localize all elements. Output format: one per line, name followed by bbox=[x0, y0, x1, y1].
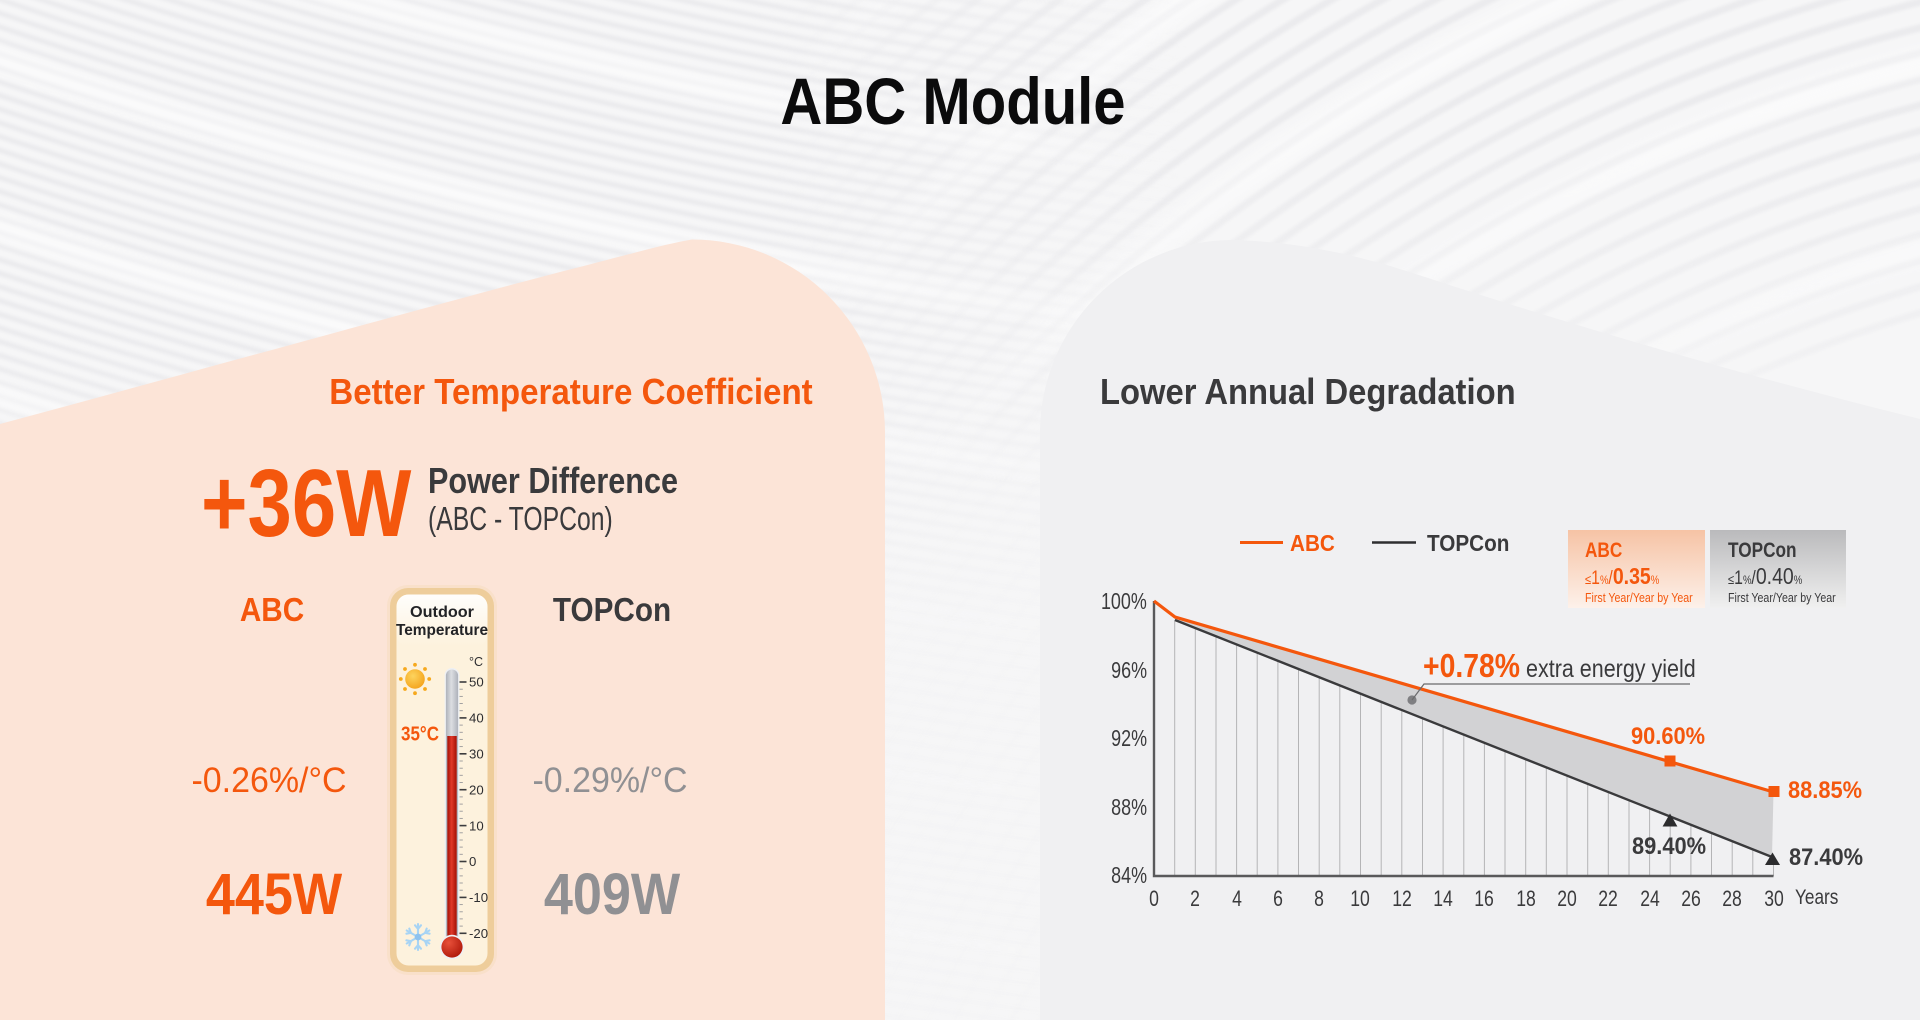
svg-text:-10: -10 bbox=[469, 890, 488, 905]
svg-text:Outdoor: Outdoor bbox=[410, 604, 474, 621]
svg-text:-20: -20 bbox=[469, 926, 488, 941]
svg-text:10: 10 bbox=[469, 818, 484, 833]
svg-text:20: 20 bbox=[469, 782, 484, 797]
svg-text:35°C: 35°C bbox=[401, 724, 439, 746]
svg-text:30: 30 bbox=[469, 747, 484, 762]
svg-text:Temperature: Temperature bbox=[396, 622, 488, 639]
svg-text:0: 0 bbox=[469, 854, 476, 869]
svg-text:40: 40 bbox=[469, 711, 484, 726]
svg-text:°C: °C bbox=[469, 655, 483, 669]
svg-text:50: 50 bbox=[469, 675, 484, 690]
